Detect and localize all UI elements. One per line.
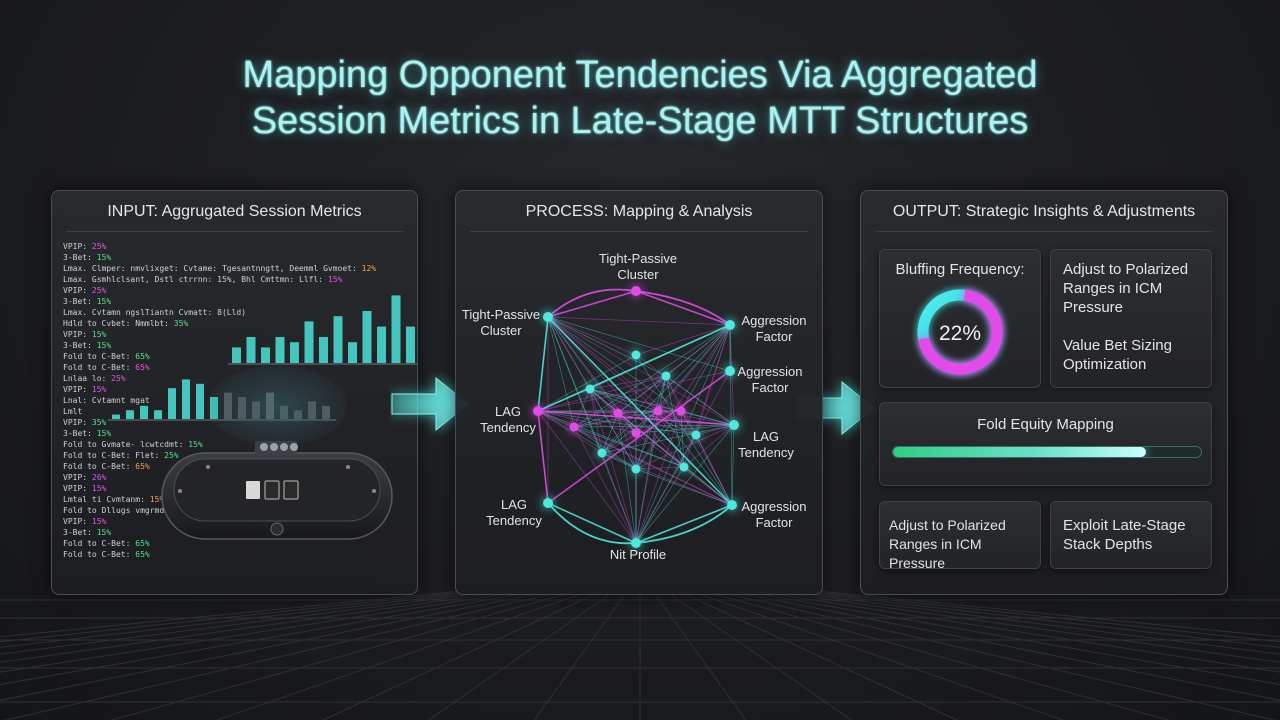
bar [154, 410, 162, 419]
bar [377, 327, 386, 363]
output-panel-title: OUTPUT: Strategic Insights & Adjustments [861, 203, 1227, 221]
bar [112, 415, 120, 419]
graph-edge [684, 467, 732, 505]
graph-node [692, 431, 701, 440]
output-panel: OUTPUT: Strategic Insights & Adjustments… [860, 190, 1228, 595]
bluffing-frequency-value: 22% [939, 322, 981, 345]
graph-node [586, 385, 595, 394]
graph-edge [684, 325, 730, 467]
graph-node [543, 312, 553, 322]
graph-node [543, 498, 553, 508]
bar [363, 311, 372, 363]
graph-node [677, 407, 686, 416]
graph-edge [666, 376, 732, 505]
graph-node [570, 423, 579, 432]
icm-adjust-text: Adjust to Polarized Ranges in ICM Pressu… [889, 516, 1039, 573]
node-label: Nit Profile [610, 547, 666, 562]
bar [232, 347, 241, 363]
graph-edge [636, 325, 730, 543]
graph-node [632, 429, 641, 438]
graph-node [631, 286, 641, 296]
node-label: LAG Tendency [738, 429, 794, 460]
bar [319, 337, 328, 363]
graph-edge [538, 411, 548, 503]
node-label: Tight-Passive Cluster [462, 307, 540, 338]
adjustment-text-b: Value Bet Sizing Optimization [1063, 336, 1203, 374]
graph-edge [681, 325, 730, 411]
node-label: Tight-Passive Cluster [599, 251, 677, 282]
adjustment-card: Adjust to Polarized Ranges in ICM Pressu… [1050, 249, 1212, 388]
bar [348, 342, 357, 363]
graph-edge [636, 291, 730, 325]
bar [261, 347, 270, 363]
page-title: Mapping Opponent Tendencies Via Aggregat… [0, 52, 1280, 144]
stack-depth-card: Exploit Late-Stage Stack Depths [1050, 501, 1212, 569]
bar [196, 384, 204, 419]
bar [247, 337, 256, 363]
graph-edge [602, 325, 730, 453]
icm-adjust-card: Adjust to Polarized Ranges in ICM Pressu… [879, 501, 1041, 569]
bluffing-frequency-donut: 22% [880, 250, 1040, 387]
graph-edge [636, 505, 732, 543]
divider [875, 231, 1213, 232]
adjustment-text-a: Adjust to Polarized Ranges in ICM Pressu… [1063, 260, 1203, 317]
graph-edge [574, 427, 636, 543]
graph-edge [538, 411, 636, 543]
graph-edge [636, 467, 684, 543]
bar [305, 321, 314, 363]
bar [276, 337, 285, 363]
title-line-1: Mapping Opponent Tendencies Via Aggregat… [0, 52, 1280, 98]
bar [182, 379, 190, 419]
node-label: LAG Tendency [480, 404, 536, 435]
fold-equity-progress-fill [893, 447, 1146, 457]
graph-edge [538, 317, 548, 411]
bar [406, 327, 415, 363]
title-line-2: Session Metrics in Late-Stage MTT Struct… [0, 98, 1280, 144]
graph-edge [732, 425, 734, 505]
metrics-bar-charts [52, 191, 417, 594]
graph-edge [548, 317, 730, 325]
graph-node [614, 409, 623, 418]
graph-node [727, 500, 737, 510]
graph-edge [636, 325, 730, 355]
node-label: Aggression Factor [737, 364, 802, 395]
graph-node [725, 366, 735, 376]
graph-node [654, 407, 663, 416]
bar [290, 342, 299, 363]
graph-edge [548, 317, 734, 425]
network-graph: Tight-Passive Cluster Tight-Passive Cluster… [456, 191, 822, 594]
stack-depth-text: Exploit Late-Stage Stack Depths [1063, 516, 1203, 554]
graph-node [725, 320, 735, 330]
graph-edge [548, 317, 684, 467]
graph-node [632, 351, 641, 360]
process-panel: PROCESS: Mapping & Analysis Tight-Passiv… [455, 190, 823, 595]
graph-node [662, 372, 671, 381]
node-label: Aggression Factor [741, 499, 806, 530]
bluffing-frequency-card: Bluffing Frequency: 22% [879, 249, 1041, 388]
bar [168, 388, 176, 419]
bar [140, 406, 148, 419]
bar [334, 316, 343, 363]
fold-equity-progress [892, 446, 1202, 458]
graph-node [680, 463, 689, 472]
bar [126, 410, 134, 419]
fold-equity-card: Fold Equity Mapping [879, 402, 1212, 486]
input-panel: INPUT: Aggrugated Session Metrics VPIP: … [51, 190, 418, 595]
graph-node [632, 465, 641, 474]
graph-edge [548, 291, 636, 317]
bar [392, 295, 401, 363]
graph-node [729, 420, 739, 430]
graph-node [598, 449, 607, 458]
graph-edge [538, 376, 666, 411]
node-label: Aggression Factor [741, 313, 806, 344]
node-label: LAG Tendency [486, 497, 542, 528]
fold-equity-label: Fold Equity Mapping [880, 415, 1211, 434]
graph-node [533, 406, 543, 416]
